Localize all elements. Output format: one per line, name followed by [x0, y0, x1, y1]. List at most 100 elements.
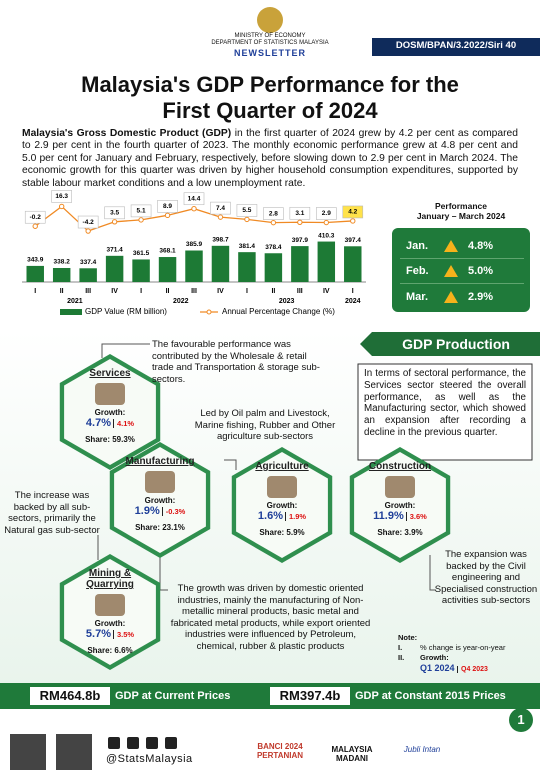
growth-label-box: [77, 215, 99, 229]
growth-label: Growth:: [94, 408, 126, 417]
note-title: Note:: [398, 633, 418, 642]
bar: [26, 265, 44, 282]
sector-share: Share: 59.3%: [85, 435, 135, 444]
production-heading: GDP Production: [402, 336, 510, 352]
month-row: Mar. 2.9%: [400, 284, 524, 309]
growth-previous: 1.9%: [284, 512, 307, 521]
bar: [291, 246, 309, 282]
sector: Agriculture Growth: 1.6% 1.9% Share: 5.9%: [237, 461, 327, 537]
arrow: [444, 290, 458, 303]
growth-label-box: [104, 206, 125, 220]
growth-point: [85, 228, 91, 234]
month-row: Jan. 4.8%: [400, 234, 524, 259]
bar-label: 378.4: [265, 244, 282, 251]
bar: [105, 255, 124, 282]
growth-label-box: [157, 200, 178, 213]
growth-label-box: [342, 205, 364, 219]
growth-label-box: [263, 207, 284, 220]
month-row: Feb. 5.0%: [400, 259, 524, 284]
note-num: I.: [398, 643, 403, 652]
year-label: 2022: [173, 298, 189, 305]
page-number: 1: [517, 712, 525, 727]
x-tick-label: III: [85, 288, 91, 295]
growth-row: 4.7% 4.1%: [65, 417, 155, 429]
logo-text: MALAYSIA MADANI: [331, 745, 373, 763]
x-tick-label: I: [246, 288, 248, 295]
sector-name: Mining & Quarrying: [86, 568, 134, 590]
growth-label-box: [24, 210, 46, 224]
legend-label: GDP Value (RM billion): [85, 307, 167, 316]
qr-code: [10, 734, 46, 770]
note-current: Q1 2024: [420, 663, 455, 673]
growth-label: 14.4: [188, 195, 201, 202]
annotation: The growth was driven by domestic orient…: [170, 583, 371, 652]
growth-row: 1.9% -0.3%: [115, 505, 205, 517]
growth-label-box: [316, 207, 337, 220]
month-value: 2.9%: [468, 290, 494, 303]
growth-point: [32, 223, 38, 229]
growth-point: [111, 219, 118, 225]
growth-label: 4.2: [348, 209, 357, 216]
x-tick-label: I: [34, 288, 36, 295]
growth-point: [58, 203, 65, 210]
bar: [132, 259, 150, 282]
growth-label-box: [210, 201, 231, 215]
x-tick-label: III: [297, 288, 303, 295]
growth-previous: 4.1%: [112, 419, 135, 428]
qr-code: [56, 734, 92, 770]
growth-label: -0.2: [30, 214, 42, 221]
growth-label: 3.5: [110, 210, 119, 217]
growth-label-box: [183, 192, 205, 206]
annotation: Led by Oil palm and Livestock, Marine fi…: [194, 408, 336, 442]
growth-point: [270, 219, 277, 226]
sector: Mining & Quarrying Growth: 5.7% 3.5% Share: …: [65, 568, 155, 655]
department: DEPARTMENT OF STATISTICS MALAYSIA: [211, 40, 329, 46]
x-tick-label: III: [191, 288, 197, 295]
month-value: 4.8%: [468, 240, 494, 252]
month-value: 5.0%: [468, 265, 494, 277]
sector: Services Growth: 4.7% 4.1% Share: 59.3%: [65, 368, 155, 444]
year-label: 2024: [345, 298, 361, 305]
bar-label: 410.3: [318, 232, 335, 239]
x-tick-label: I: [140, 288, 142, 295]
growth-point: [164, 212, 171, 219]
bar: [264, 253, 283, 282]
sector: Manufacturing Growth: 1.9% -0.3% Share: 23.1…: [115, 456, 205, 532]
bar-label: 385.9: [186, 241, 203, 248]
hexagon-inner: [236, 452, 328, 558]
performance-period: January – March 2024: [416, 211, 506, 221]
legend-swatch: [60, 309, 82, 315]
annotation: The favourable performance was contribut…: [152, 339, 320, 385]
performance-title: Performance: [435, 201, 487, 211]
bar: [344, 246, 362, 282]
sector-share: Share: 5.9%: [259, 528, 305, 537]
note-previous: Q4 2023: [457, 666, 488, 673]
growth-label-box: [130, 204, 152, 218]
sector: Construction Growth: 11.9% 3.6% Share: 3.9%: [355, 461, 445, 537]
sector-share: Share: 23.1%: [135, 523, 185, 532]
sector-icon: [385, 476, 415, 498]
intro-body: in the first quarter of 2024 grew by 4.2…: [22, 128, 518, 189]
logo-text: BANCI 2024 PERTANIAN: [256, 742, 304, 760]
growth-point: [323, 219, 330, 226]
bar: [52, 267, 71, 282]
growth-label: 3.1: [295, 210, 304, 217]
series-band: [372, 38, 540, 56]
intro-lead: Malaysia's Gross Domestic Product (GDP): [22, 128, 232, 139]
total-value: RM464.8b: [39, 688, 101, 703]
crest: [257, 7, 283, 33]
note-num: II.: [398, 653, 405, 662]
title-line: Malaysia's GDP Performance for the: [81, 72, 459, 97]
note-text: % change is year-on-year: [420, 643, 506, 652]
x-tick-label: IV: [111, 288, 118, 295]
sector-share: Share: 3.9%: [377, 528, 423, 537]
hexagon-inner: [64, 359, 156, 465]
sector-name: Agriculture: [255, 461, 309, 472]
performance-panel: [392, 228, 530, 312]
year-label: 2023: [279, 298, 295, 305]
growth-current: 5.7%: [85, 628, 111, 640]
intro: Malaysia's Gross Domestic Product (GDP) …: [22, 128, 518, 190]
growth-previous: -0.3%: [161, 507, 186, 516]
